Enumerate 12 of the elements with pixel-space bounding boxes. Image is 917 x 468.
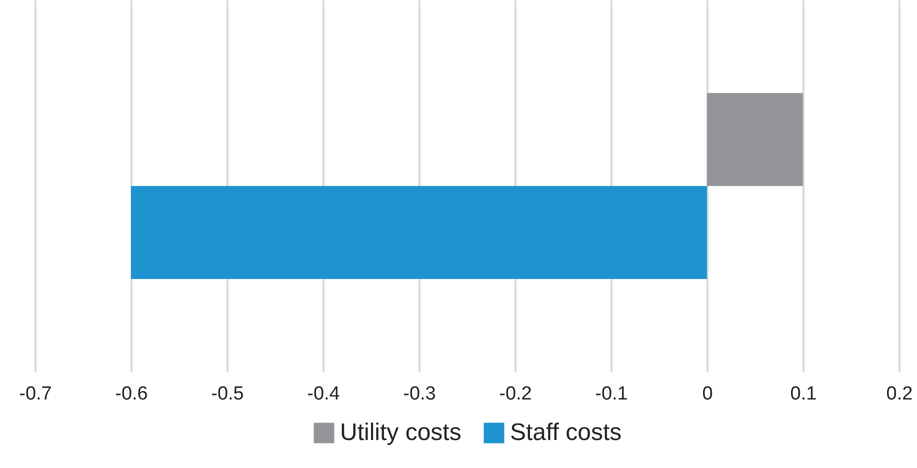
legend-label: Utility costs: [340, 419, 462, 446]
x-tick-label: 0.2: [886, 384, 913, 404]
x-tick-label: -0.6: [115, 384, 148, 404]
legend-label: Staff costs: [510, 419, 622, 446]
x-tick-label: 0: [702, 384, 713, 404]
x-tick-label: -0.2: [499, 384, 532, 404]
x-tick-label: -0.3: [403, 384, 436, 404]
x-tick-label: -0.7: [19, 384, 52, 404]
x-tick-label: 0.1: [790, 384, 817, 404]
x-tick-label: -0.5: [211, 384, 244, 404]
x-tick-label: -0.4: [307, 384, 340, 404]
x-tick-label: -0.1: [595, 384, 628, 404]
